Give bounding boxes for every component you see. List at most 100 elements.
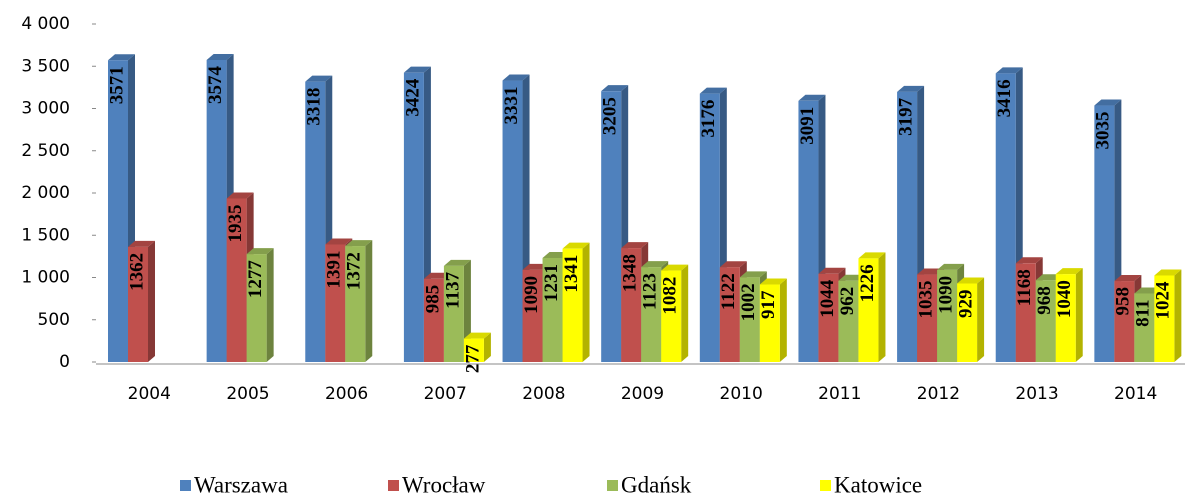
bar [759,284,780,362]
data-label: 1935 [225,204,246,242]
bar-top [463,332,491,339]
bar-side [681,264,689,362]
bar-side [977,277,985,362]
data-label: 3331 [501,87,522,125]
bar [739,277,760,362]
x-tick-label: 2005 [226,384,269,404]
bar-side [365,240,373,362]
data-label: 917 [758,290,779,319]
bar-top [206,53,234,60]
bar [1055,274,1076,362]
bar [838,280,859,362]
y-tick-label: 500 [38,310,70,330]
data-label: 968 [1034,286,1055,315]
bar-top [502,74,530,81]
data-label: 3091 [797,107,818,145]
bar-top [641,261,669,268]
y-tick-label: 1 000 [21,268,70,288]
legend-swatch [607,480,618,491]
bar-top [1055,268,1083,275]
data-label: 3416 [994,79,1015,117]
bar [957,283,978,362]
bar [661,270,682,362]
x-tick-label: 2011 [818,384,861,404]
bar [798,100,819,363]
bar-top [226,192,254,199]
legend-label: Gdańsk [621,472,692,497]
bar [325,244,346,362]
x-tick-label: 2010 [720,384,763,404]
data-label: 958 [1113,287,1134,316]
data-label: 1348 [620,254,641,292]
data-label: 3318 [304,88,325,126]
data-label: 1391 [324,250,345,288]
bar [206,59,227,362]
bar [423,278,444,362]
legend-label: Wrocław [402,472,486,497]
data-label: 3424 [402,78,423,117]
bar-top [1015,257,1043,264]
bar-top [403,66,431,73]
y-tick-label: 1 500 [21,225,70,245]
bar [1035,280,1056,362]
data-label: 1168 [1014,269,1035,306]
bar [1134,293,1155,362]
bar-top [443,259,471,266]
bar-side [266,248,274,362]
legend-swatch [180,480,191,491]
bar [443,265,464,362]
bar-side [148,240,155,362]
data-label: 1226 [857,264,878,302]
x-tick-label: 2014 [1114,384,1157,404]
bar [897,91,918,362]
bar [641,267,662,362]
legend-label: Katowice [834,472,922,497]
bar-top [621,242,649,249]
data-label: 3176 [698,100,719,138]
bar-top [995,67,1023,74]
data-label: 1082 [660,277,681,315]
bar [1015,263,1036,362]
bar-top [601,85,629,92]
data-label: 1277 [245,260,266,299]
data-label: 3035 [1093,112,1114,150]
x-tick-label: 2004 [128,384,171,404]
data-label: 1090 [935,276,956,314]
data-label: 985 [422,285,443,314]
bar [858,258,879,362]
data-label: 3205 [600,97,621,135]
bar-top [325,238,353,245]
bar-side [1174,269,1182,362]
x-tick-label: 2013 [1015,384,1058,404]
bar-top [739,271,767,278]
data-label: 1044 [817,279,838,318]
bar [108,60,128,363]
bar [995,73,1016,363]
data-label: 962 [837,287,858,316]
data-label: 3571 [106,66,127,104]
bar [818,273,839,362]
bar [345,246,366,362]
data-label: 1137 [442,271,463,308]
bar-side [483,332,491,362]
bar-side [779,278,787,362]
bar-top [818,267,846,274]
data-label: 1002 [738,283,759,321]
bar-top [108,54,135,61]
bar-top [562,242,590,249]
data-label: 1231 [541,264,562,302]
bar [403,72,424,362]
bar [542,257,563,362]
bar-top [719,261,747,268]
bar-top [345,240,373,247]
y-tick-label: 3 000 [21,99,70,119]
bar-top [305,75,333,82]
bar [937,269,958,362]
bar [502,80,523,362]
x-tick-label: 2007 [424,384,467,404]
bar-side [582,242,590,362]
bar [719,267,740,362]
bar-top [1114,275,1142,282]
bar [917,274,938,362]
data-label: 1372 [344,252,365,290]
